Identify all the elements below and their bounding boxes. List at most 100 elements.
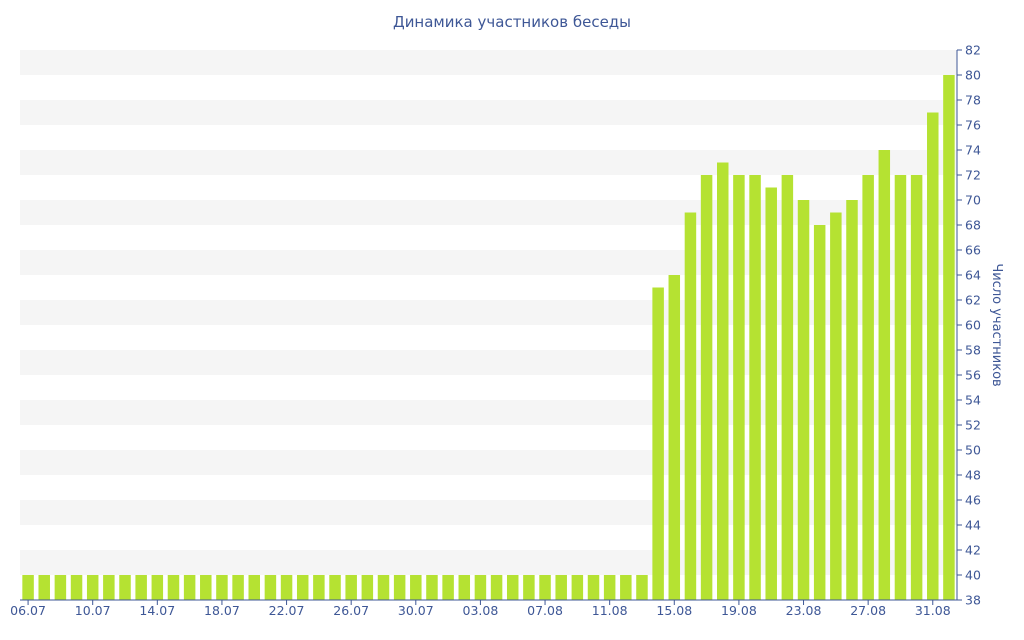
x-tick-label: 19.08 (721, 603, 757, 618)
x-tick-label: 07.08 (527, 603, 563, 618)
bar-22.08[interactable] (781, 175, 794, 600)
y-tick-label: 54 (965, 393, 981, 408)
x-tick-label: 30.07 (398, 603, 434, 618)
bar-08.07[interactable] (54, 575, 67, 600)
y-tick-label: 52 (965, 418, 981, 433)
bar-16.08[interactable] (684, 212, 697, 601)
bar-10.08[interactable] (587, 575, 600, 600)
y-tick-label: 60 (965, 318, 981, 333)
bar-07.07[interactable] (38, 575, 50, 600)
x-tick-label: 27.08 (850, 603, 886, 618)
bar-15.08[interactable] (668, 275, 681, 600)
y-tick-label: 78 (965, 93, 981, 108)
bar-14.08[interactable] (652, 287, 664, 601)
bar-24.08[interactable] (813, 225, 826, 600)
bar-22.07[interactable] (280, 575, 293, 600)
bar-24.07[interactable] (313, 575, 325, 600)
y-tick-label: 82 (965, 43, 981, 58)
grid-band (20, 150, 957, 175)
bar-31.08[interactable] (927, 112, 939, 601)
x-tick-label: 14.07 (139, 603, 175, 618)
bar-20.07[interactable] (248, 575, 261, 600)
bar-30.07[interactable] (410, 575, 422, 600)
bar-23.07[interactable] (296, 575, 309, 600)
bar-06.07[interactable] (22, 575, 34, 600)
bar-12.08[interactable] (620, 575, 632, 600)
bar-30.08[interactable] (910, 175, 923, 600)
bar-13.08[interactable] (636, 575, 648, 600)
bar-01.09[interactable] (943, 75, 955, 600)
bar-31.07[interactable] (426, 575, 438, 600)
chart-title: Динамика участников беседы (392, 13, 632, 31)
bar-12.07[interactable] (119, 575, 131, 600)
x-tick-label: 23.08 (786, 603, 822, 618)
y-tick-label: 38 (965, 593, 981, 608)
x-tick-label: 18.07 (204, 603, 240, 618)
bar-25.07[interactable] (329, 575, 341, 600)
x-tick-label: 06.07 (10, 603, 46, 618)
bar-13.07[interactable] (135, 575, 147, 600)
y-axis: 38 40 42 44 46 48 50 52 54 56 58 60 62 64 66 68 70 72 74 76… (956, 43, 981, 608)
y-axis-title: Число участников (989, 263, 1004, 386)
x-tick-label: 31.08 (915, 603, 951, 618)
bar-21.07[interactable] (264, 575, 277, 600)
y-tick-label: 72 (965, 168, 981, 183)
bar-28.07[interactable] (377, 575, 390, 600)
bar-11.07[interactable] (103, 575, 115, 600)
x-tick-label: 03.08 (463, 603, 499, 618)
bar-09.07[interactable] (70, 575, 83, 600)
bar-11.08[interactable] (603, 575, 616, 600)
bar-02.08[interactable] (458, 575, 471, 600)
y-tick-label: 58 (965, 343, 981, 358)
bar-15.07[interactable] (167, 575, 180, 600)
bar-27.08[interactable] (862, 175, 874, 600)
x-tick-label: 10.07 (75, 603, 111, 618)
x-tick-label: 22.07 (269, 603, 305, 618)
y-tick-label: 42 (965, 543, 981, 558)
y-tick-label: 46 (965, 493, 981, 508)
bar-10.07[interactable] (86, 575, 99, 600)
bar-14.07[interactable] (151, 575, 164, 600)
y-tick-label: 64 (965, 268, 981, 283)
y-tick-label: 62 (965, 293, 981, 308)
bar-08.08[interactable] (555, 575, 567, 600)
y-tick-label: 74 (965, 143, 981, 158)
x-tick-label: 15.08 (656, 603, 692, 618)
x-tick-label: 11.08 (592, 603, 628, 618)
y-tick-label: 40 (965, 568, 981, 583)
y-tick-label: 76 (965, 118, 981, 133)
bar-04.08[interactable] (490, 575, 503, 600)
bar-05.08[interactable] (506, 575, 519, 600)
bar-06.08[interactable] (523, 575, 535, 600)
y-tick-label: 48 (965, 468, 981, 483)
bar-16.07[interactable] (183, 575, 196, 600)
bar-21.08[interactable] (765, 187, 777, 601)
bar-19.08[interactable] (733, 175, 745, 600)
y-tick-label: 80 (965, 68, 981, 83)
grid-band (20, 200, 957, 225)
bar-29.07[interactable] (393, 575, 406, 600)
bar-27.07[interactable] (361, 575, 374, 600)
bar-17.07[interactable] (200, 575, 212, 600)
y-tick-label: 68 (965, 218, 981, 233)
bar-01.08[interactable] (442, 575, 454, 600)
bar-23.08[interactable] (797, 200, 810, 600)
bar-19.07[interactable] (232, 575, 244, 600)
bar-17.08[interactable] (700, 175, 713, 600)
bar-25.08[interactable] (830, 212, 842, 601)
bar-03.08[interactable] (474, 575, 487, 600)
bar-18.08[interactable] (717, 162, 729, 601)
bar-28.08[interactable] (878, 150, 891, 600)
bars (22, 75, 955, 601)
y-tick-label: 66 (965, 243, 981, 258)
bar-26.08[interactable] (846, 200, 858, 600)
grid-band (20, 100, 957, 125)
bar-20.08[interactable] (749, 175, 761, 600)
bar-09.08[interactable] (571, 575, 584, 600)
y-tick-label: 70 (965, 193, 981, 208)
bar-29.08[interactable] (894, 175, 907, 600)
bar-18.07[interactable] (216, 575, 228, 600)
bar-26.07[interactable] (345, 575, 357, 600)
bar-07.08[interactable] (539, 575, 551, 600)
